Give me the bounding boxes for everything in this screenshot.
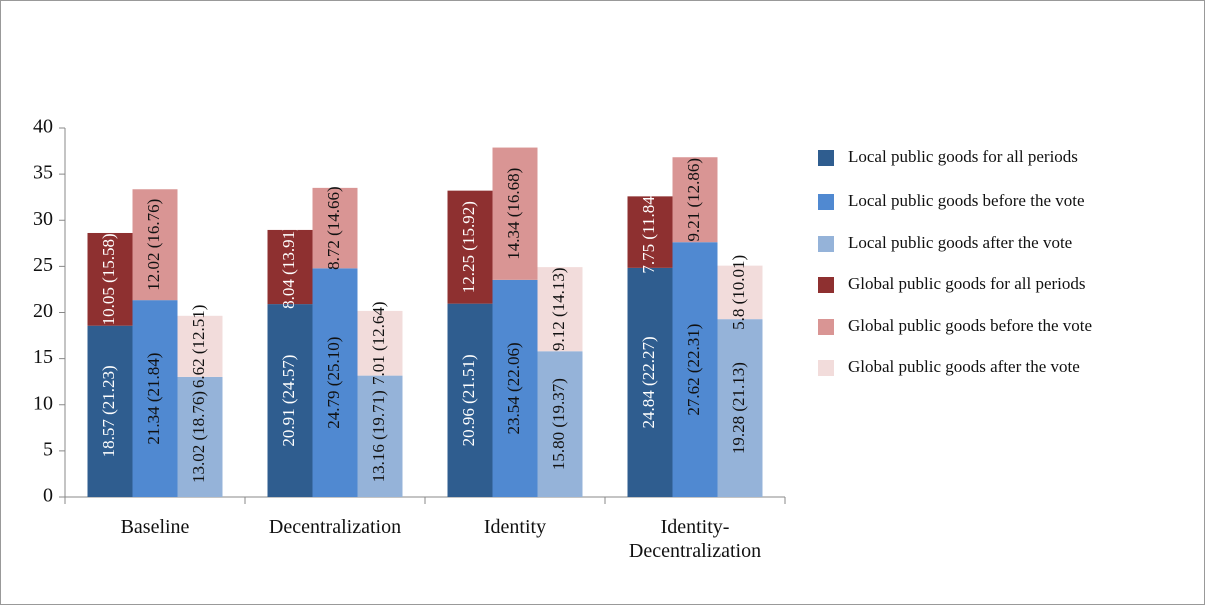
bar-segment <box>717 265 763 320</box>
data-label: 12.25 (15.92) <box>459 201 478 293</box>
data-label: 24.79 (25.10) <box>324 337 343 429</box>
bar-segment <box>267 229 313 305</box>
x-tick-label: Baseline <box>120 516 190 538</box>
bar-segment <box>492 147 538 280</box>
data-label: 9.12 (14.13) <box>549 267 568 351</box>
data-label: 6.62 (12.51) <box>189 305 208 389</box>
legend-label: Local public goods before the vote <box>848 191 1085 210</box>
bar-segment <box>717 319 763 497</box>
bar-segment <box>132 189 178 301</box>
legend-label: Local public goods for all periods <box>848 147 1078 166</box>
bar-segment <box>177 315 223 377</box>
y-tick-label: 25 <box>33 254 53 276</box>
y-tick-label: 30 <box>33 208 53 230</box>
bar-segment <box>537 351 583 497</box>
data-label: 13.02 (18.76) <box>189 391 208 483</box>
data-label: 20.91 (24.57) <box>279 355 298 447</box>
bar-segment <box>672 242 718 497</box>
legend-swatch <box>818 360 834 376</box>
data-label: 15.80 (19.37) <box>549 378 568 470</box>
bar-segment <box>177 376 223 497</box>
y-tick-label: 40 <box>33 116 53 138</box>
data-label: 10.05 (15.58) <box>99 233 118 325</box>
y-tick-label: 0 <box>43 485 53 507</box>
x-tick-label: Identity <box>483 516 547 538</box>
legend-label: Local public goods after the vote <box>848 233 1072 252</box>
x-tick-label: Decentralization <box>268 516 402 538</box>
bar-segment <box>537 267 583 352</box>
y-tick-label: 5 <box>43 438 53 460</box>
y-tick-label: 35 <box>33 162 53 184</box>
data-label: 8.72 (14.66) <box>324 186 343 270</box>
data-label: 13.16 (19.71) <box>369 390 388 482</box>
y-tick-label: 15 <box>33 346 53 368</box>
bar-segment <box>267 304 313 497</box>
bar-segment <box>357 375 403 497</box>
data-label: 14.34 (16.68) <box>504 168 523 260</box>
bar-segment <box>627 196 673 268</box>
legend-swatch <box>818 194 834 210</box>
bar-segment <box>447 303 493 497</box>
data-label: 5.8 (10.01) <box>729 255 748 330</box>
x-tick-label: Identity-Decentralization <box>628 516 762 562</box>
data-label: 12.02 (16.76) <box>144 199 163 291</box>
bar-segment <box>447 190 493 304</box>
data-label: 8.04 (13.91) <box>279 225 298 309</box>
legend-swatch <box>818 236 834 252</box>
data-label: 7.01 (12.64) <box>369 301 388 385</box>
bar-segment <box>132 300 178 497</box>
data-label: 27.62 (22.31) <box>684 324 703 416</box>
data-label: 19.28 (21.13) <box>729 362 748 454</box>
legend-label: Global public goods for all periods <box>848 274 1086 293</box>
data-label: 9.21 (12.86) <box>684 158 703 242</box>
legend-swatch <box>818 319 834 335</box>
data-label: 20.96 (21.51) <box>459 354 478 446</box>
data-label: 7.75 (11.84) <box>639 191 658 274</box>
legend-swatch <box>818 150 834 166</box>
data-label: 23.54 (22.06) <box>504 342 523 434</box>
bar-segment <box>357 310 403 376</box>
data-label: 21.34 (21.84) <box>144 353 163 445</box>
bar-segment <box>312 187 358 269</box>
bar-segment <box>87 325 133 497</box>
bar-segment <box>312 268 358 497</box>
data-label: 24.84 (22.27) <box>639 336 658 428</box>
bar-segment <box>627 267 673 497</box>
legend-swatch <box>818 277 834 293</box>
y-tick-label: 10 <box>33 392 53 414</box>
data-label: 18.57 (21.23) <box>99 365 118 457</box>
legend-label: Global public goods before the vote <box>848 316 1092 335</box>
bar-segment <box>492 279 538 497</box>
bar-segment <box>87 232 133 326</box>
legend-label: Global public goods after the vote <box>848 357 1080 376</box>
y-tick-label: 20 <box>33 300 53 322</box>
bar-segment <box>672 157 718 243</box>
